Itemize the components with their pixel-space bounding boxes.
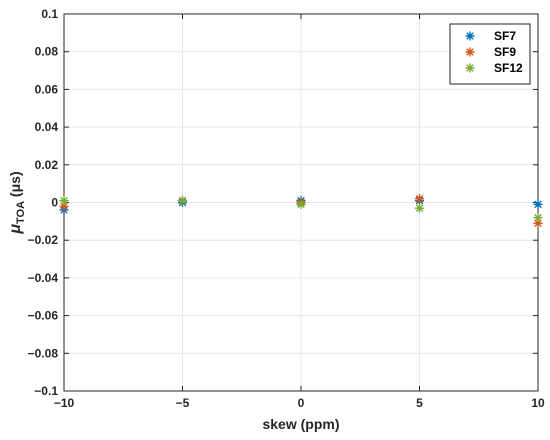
data-point: [533, 199, 543, 210]
data-point: [414, 194, 425, 204]
x-tick-label: 10: [531, 396, 545, 410]
y-tick-label: −0.02: [28, 233, 59, 247]
legend-marker: [465, 47, 475, 57]
y-tick-label: 0.02: [35, 158, 59, 172]
y-tick-label: −0.06: [28, 309, 59, 323]
legend-item-sf9: SF9: [465, 45, 516, 59]
data-point: [59, 195, 69, 206]
legend-label: SF7: [494, 29, 516, 43]
x-axis-label: skew (ppm): [262, 416, 339, 432]
legend-box: [449, 23, 531, 85]
y-axis-label-unit: (μs): [7, 171, 23, 201]
legend-item-sf12: SF12: [465, 61, 523, 75]
legend: SF7 SF9 SF12: [449, 23, 531, 85]
y-axis-label-subscript: TOA: [15, 201, 27, 224]
x-tick-label: −5: [176, 396, 190, 410]
data-point: [59, 201, 69, 211]
y-axis-label: μTOA (μs): [7, 171, 27, 234]
x-tick-label: 0: [298, 396, 305, 410]
data-point: [414, 203, 425, 213]
data-point: [296, 199, 306, 210]
legend-marker: [465, 63, 475, 73]
data-point: [533, 212, 543, 223]
x-tick-label: 5: [416, 396, 423, 410]
y-tick-label: 0.04: [35, 120, 59, 134]
y-tick-label: −0.1: [34, 384, 58, 398]
y-tick-label: 0.06: [35, 82, 59, 96]
y-tick-label: −0.08: [28, 346, 59, 360]
legend-marker: [465, 31, 475, 41]
y-axis: −0.1 −0.08 −0.06 −0.04 −0.02 0 0.02 0.04 0.06 0.0…: [28, 7, 538, 398]
y-axis-label-symbol: μ: [7, 224, 24, 235]
y-tick-label: 0: [51, 196, 58, 210]
x-axis: −10 −5 0 5 10: [54, 14, 545, 410]
legend-item-sf7: SF7: [465, 29, 516, 43]
y-tick-label: −0.04: [28, 271, 59, 285]
y-tick-label: 0.08: [35, 45, 59, 59]
data-point: [177, 195, 188, 206]
series-sf12: [59, 195, 543, 223]
x-tick-label: −10: [54, 396, 75, 410]
data-markers: [59, 194, 543, 228]
legend-label: SF9: [494, 45, 516, 59]
y-tick-label: 0.1: [41, 7, 58, 21]
legend-label: SF12: [494, 61, 523, 75]
